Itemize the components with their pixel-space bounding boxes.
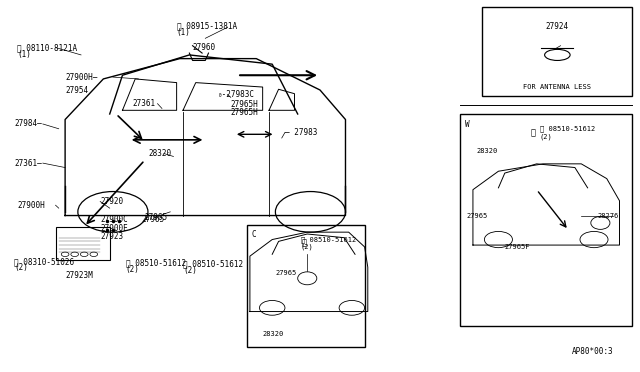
Text: C: C bbox=[252, 230, 257, 239]
Text: (2): (2) bbox=[183, 266, 197, 275]
Text: Ⓑ 08110-8121A: Ⓑ 08110-8121A bbox=[17, 43, 77, 52]
Bar bbox=[460, 114, 632, 326]
Text: Ⓢ: Ⓢ bbox=[301, 239, 307, 248]
Text: ⓜ 08915-1381A: ⓜ 08915-1381A bbox=[177, 21, 237, 30]
Text: 27924: 27924 bbox=[546, 22, 569, 31]
Text: Ⓢ: Ⓢ bbox=[531, 128, 536, 137]
Text: Ⓢ 08310-51026: Ⓢ 08310-51026 bbox=[14, 257, 74, 266]
Text: Ⓢ 08510-51612
(2): Ⓢ 08510-51612 (2) bbox=[540, 125, 595, 140]
Text: Ⓢ 08510-51612: Ⓢ 08510-51612 bbox=[183, 259, 243, 268]
Text: 27960: 27960 bbox=[193, 43, 216, 52]
Text: 27965: 27965 bbox=[275, 270, 297, 276]
Text: 27900H—: 27900H— bbox=[65, 73, 97, 81]
Text: 27965: 27965 bbox=[145, 213, 168, 222]
Text: 27965H: 27965H bbox=[231, 100, 259, 109]
Text: 27965F: 27965F bbox=[505, 244, 531, 250]
Text: (2): (2) bbox=[125, 264, 140, 273]
Text: 27954: 27954 bbox=[65, 86, 88, 95]
Text: Ⓢ 08510-51612
(2): Ⓢ 08510-51612 (2) bbox=[301, 236, 356, 250]
Text: 27361: 27361 bbox=[132, 99, 155, 108]
Text: 27900C: 27900C bbox=[100, 215, 128, 224]
Text: 27920: 27920 bbox=[100, 197, 124, 206]
Text: FOR ANTENNA LESS: FOR ANTENNA LESS bbox=[524, 84, 591, 90]
Text: 27923M: 27923M bbox=[65, 271, 93, 280]
Text: 27965: 27965 bbox=[467, 212, 488, 218]
Text: (2): (2) bbox=[14, 263, 28, 272]
Bar bbox=[483, 7, 632, 96]
Text: ₀-27983C: ₀-27983C bbox=[218, 90, 255, 99]
Text: Ⓢ 08510-51612: Ⓢ 08510-51612 bbox=[125, 258, 186, 267]
Text: 28276: 28276 bbox=[597, 212, 618, 218]
Text: 27965H: 27965H bbox=[231, 108, 259, 117]
Text: (1): (1) bbox=[17, 51, 31, 60]
Bar bbox=[246, 225, 365, 347]
Text: 27900H: 27900H bbox=[17, 201, 45, 210]
Text: 28320: 28320 bbox=[262, 331, 284, 337]
Bar bbox=[56, 227, 109, 260]
Text: 27900E: 27900E bbox=[100, 224, 128, 233]
Text: 28320: 28320 bbox=[148, 149, 171, 158]
Text: — 27983: — 27983 bbox=[285, 128, 317, 137]
Text: 27965: 27965 bbox=[141, 215, 164, 224]
Text: 27361—: 27361— bbox=[14, 158, 42, 168]
Text: 27923: 27923 bbox=[100, 232, 124, 241]
Text: 27984—: 27984— bbox=[14, 119, 42, 128]
Text: AP80*00:3: AP80*00:3 bbox=[572, 347, 613, 356]
Text: W: W bbox=[465, 119, 470, 129]
Text: 28320: 28320 bbox=[476, 148, 497, 154]
Text: (1): (1) bbox=[177, 28, 191, 37]
